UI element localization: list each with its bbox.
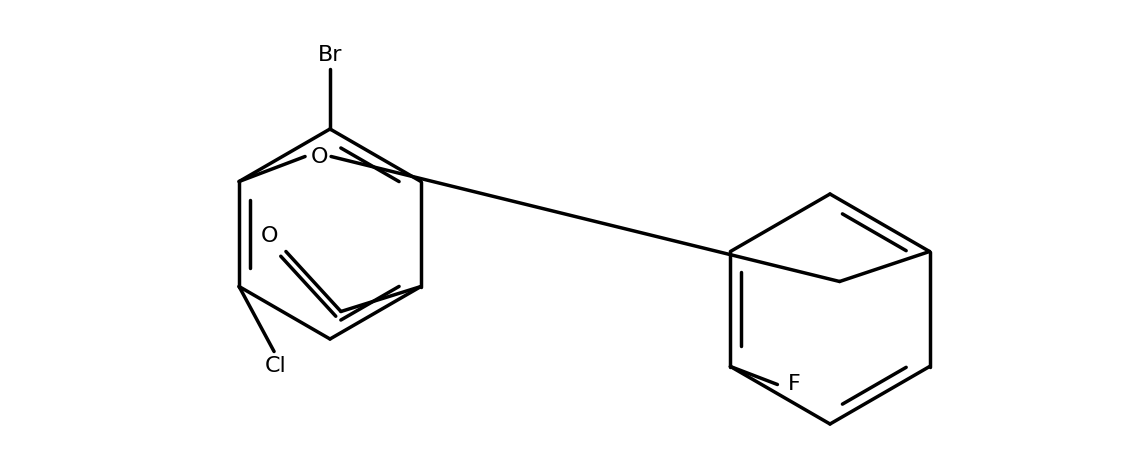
Text: O: O: [310, 146, 328, 166]
Text: Cl: Cl: [265, 356, 287, 375]
Text: F: F: [788, 374, 800, 394]
Text: Br: Br: [318, 45, 342, 65]
Text: O: O: [261, 226, 278, 246]
